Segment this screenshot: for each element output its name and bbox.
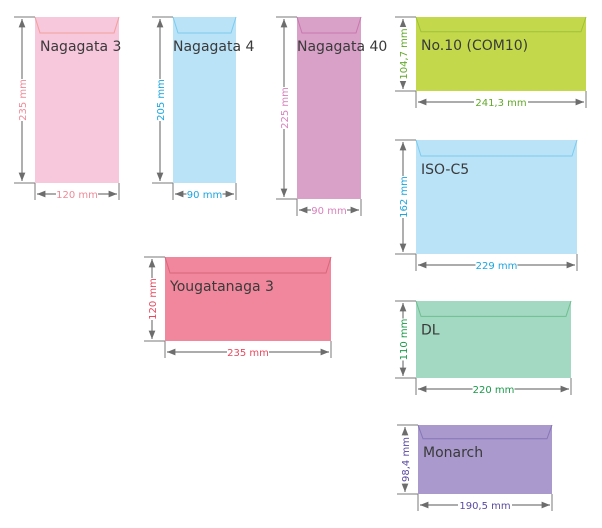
envelope-name: ISO-C5 bbox=[421, 162, 469, 178]
envelope-flap bbox=[415, 139, 578, 157]
envelope-nagagata-3: Nagagata 3 235 mm 120 mm bbox=[14, 16, 121, 201]
width-label: 120 mm bbox=[56, 190, 98, 201]
envelope-name: Nagagata 4 bbox=[173, 39, 255, 55]
width-label-bg bbox=[472, 383, 515, 395]
envelope-flap bbox=[417, 424, 553, 440]
height-label: 120 mm bbox=[148, 278, 159, 320]
envelope-body bbox=[35, 17, 119, 183]
envelope-name: Nagagata 3 bbox=[40, 39, 121, 55]
envelope-name: DL bbox=[421, 322, 440, 338]
envelope-flap bbox=[296, 16, 362, 34]
envelope-name: Monarch bbox=[423, 445, 483, 461]
width-label-bg bbox=[474, 96, 528, 108]
width-label: 235 mm bbox=[227, 348, 269, 359]
height-label-bg bbox=[397, 318, 409, 361]
envelope-body bbox=[173, 17, 236, 183]
width-label-bg bbox=[311, 204, 347, 216]
width-label-bg bbox=[227, 346, 269, 358]
envelope-body bbox=[165, 257, 331, 341]
width-label-bg bbox=[186, 188, 223, 200]
width-label: 190,5 mm bbox=[459, 501, 510, 512]
height-label: 104,7 mm bbox=[399, 28, 410, 79]
height-label: 162 mm bbox=[399, 176, 410, 218]
envelope-name: No.10 (COM10) bbox=[421, 38, 528, 54]
envelope-iso-c5: ISO-C5 162 mm 229 mm bbox=[395, 139, 578, 272]
envelope-flap bbox=[172, 16, 237, 34]
envelope-nagagata-4: Nagagata 4 205 mm 90 mm bbox=[152, 16, 255, 201]
height-label: 205 mm bbox=[156, 79, 167, 121]
envelope-name: Yougatanaga 3 bbox=[169, 279, 274, 295]
height-label: 98,4 mm bbox=[401, 437, 412, 482]
envelope-flap bbox=[415, 300, 572, 317]
width-label: 90 mm bbox=[311, 206, 346, 217]
width-label: 220 mm bbox=[473, 385, 515, 396]
width-label-bg bbox=[475, 259, 518, 271]
width-label: 241,3 mm bbox=[475, 98, 526, 109]
envelope-nagagata-40: Nagagata 40 225 mm 90 mm bbox=[276, 16, 387, 217]
height-label-bg bbox=[397, 27, 409, 81]
envelope-name: Nagagata 40 bbox=[297, 39, 387, 55]
envelope-body bbox=[297, 17, 361, 199]
height-label: 225 mm bbox=[280, 87, 291, 129]
height-label-bg bbox=[278, 87, 290, 129]
envelope-body bbox=[416, 17, 586, 91]
height-label-bg bbox=[146, 278, 158, 320]
height-label-bg bbox=[16, 79, 28, 121]
width-label: 90 mm bbox=[187, 190, 222, 201]
envelope-flap bbox=[34, 16, 120, 34]
envelope-flap bbox=[415, 16, 587, 33]
width-label-bg bbox=[56, 188, 98, 200]
envelope-body bbox=[416, 140, 577, 254]
width-label-bg bbox=[458, 499, 512, 511]
envelope-no-10-com10: No.10 (COM10) 104,7 mm 241,3 mm bbox=[395, 16, 587, 109]
height-label-bg bbox=[397, 176, 409, 218]
height-label: 110 mm bbox=[399, 319, 410, 361]
envelope-yougatanaga-3: Yougatanaga 3 120 mm 235 mm bbox=[144, 256, 332, 359]
envelope-monarch: Monarch 98,4 mm 190,5 mm bbox=[397, 424, 553, 512]
envelope-dl: DL 110 mm 220 mm bbox=[395, 300, 572, 396]
envelope-body bbox=[418, 425, 552, 494]
envelope-body bbox=[416, 301, 571, 378]
width-label: 229 mm bbox=[476, 261, 518, 272]
height-label: 235 mm bbox=[18, 79, 29, 121]
height-label-bg bbox=[399, 435, 411, 484]
envelope-flap bbox=[164, 256, 332, 274]
height-label-bg bbox=[154, 79, 166, 121]
